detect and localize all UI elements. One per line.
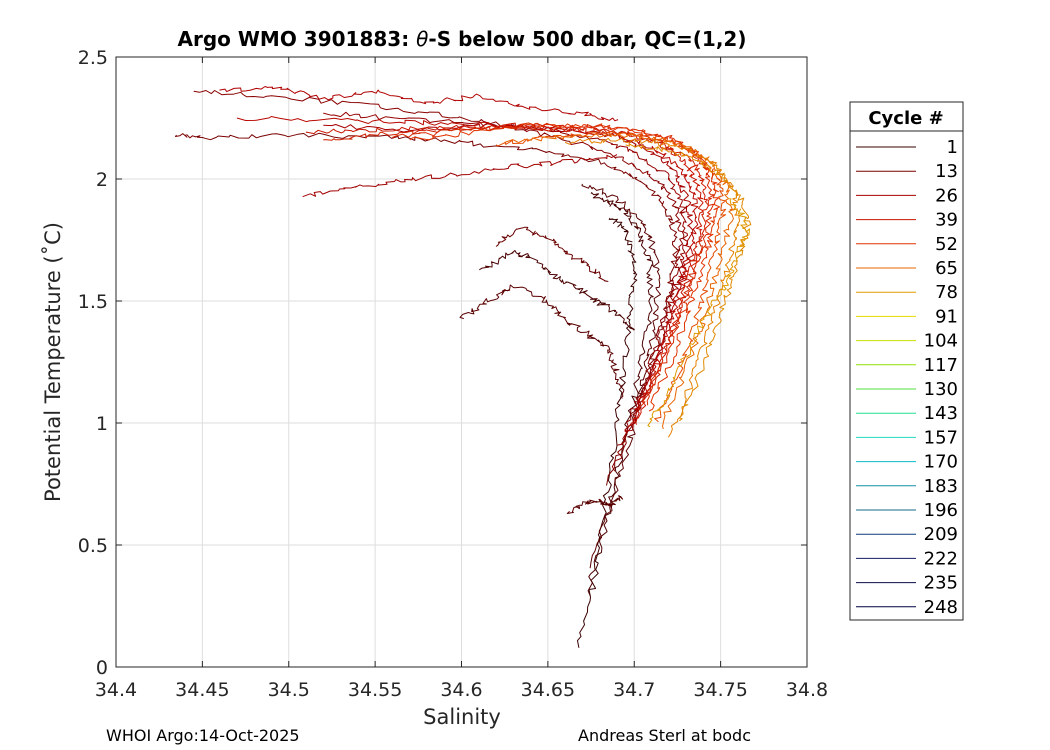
ticks: 34.4 34.45 34.5 34.55 34.6 34.65 34.7 34.75 34.8… (78, 47, 828, 701)
legend-box (849, 101, 964, 621)
series-line (236, 116, 699, 428)
x-tick-label: 34.75 (693, 679, 747, 701)
x-axis-label: Salinity (423, 705, 501, 729)
series-layer (175, 86, 752, 648)
legend-entries: 1 13 26 39 52 65 78 91 104 117 130 143 157 170 183 196 2… (856, 137, 958, 618)
series-line (459, 284, 625, 399)
x-tick-label: 34.6 (440, 679, 482, 701)
series-line (625, 143, 752, 422)
y-tick-label: 1.5 (78, 291, 108, 313)
series-line (495, 226, 609, 282)
x-tick-label: 34.45 (175, 679, 229, 701)
series-line (409, 123, 721, 412)
x-tick-label: 34.4 (95, 679, 137, 701)
legend-entry-label: 1 (947, 137, 958, 158)
legend-entry-label: 91 (935, 306, 958, 327)
footer-source: WHOI Argo:14-Oct-2025 (106, 726, 300, 745)
y-axis-label: Potential Temperature (˚C) (41, 222, 65, 502)
legend-entry-label: 39 (935, 210, 958, 231)
x-tick-label: 34.8 (786, 679, 828, 701)
series-line (479, 250, 635, 331)
chart-title-symbol: θ (416, 27, 428, 51)
legend-entry-label: 117 (924, 355, 958, 376)
legend-entry-label: 196 (924, 500, 958, 521)
legend: Cycle # 1 13 26 39 52 65 78 91 104 117 130 143 157 17… (849, 101, 964, 621)
legend-entry-label: 52 (935, 234, 958, 255)
chart-title: Argo WMO 3901883: θ-S below 500 dbar, QC… (178, 27, 747, 51)
y-tick-label: 2.5 (78, 47, 108, 69)
legend-entry-label: 65 (935, 258, 958, 279)
legend-entry-label: 209 (924, 524, 958, 545)
series-line (219, 86, 619, 122)
series-line (566, 495, 624, 514)
legend-entry-label: 143 (924, 403, 958, 424)
y-tick-label: 1 (96, 413, 108, 435)
legend-entry-label: 104 (924, 331, 958, 352)
x-tick-label: 34.65 (521, 679, 575, 701)
legend-entry-label: 78 (935, 282, 958, 303)
y-tick-label: 0.5 (78, 535, 108, 557)
legend-entry-label: 183 (924, 476, 958, 497)
footer-author: Andreas Sterl at bodc (578, 726, 751, 745)
legend-entry-label: 130 (924, 379, 958, 400)
series-line (323, 122, 694, 434)
legend-entry-label: 235 (924, 573, 958, 594)
legend-entry-label: 157 (924, 427, 958, 448)
series-line (302, 154, 618, 198)
legend-entry-label: 222 (924, 548, 958, 569)
legend-entry-label: 13 (935, 161, 958, 182)
series-line (581, 183, 661, 569)
y-tick-label: 2 (96, 169, 108, 191)
series-line (305, 122, 704, 425)
legend-title: Cycle # (868, 108, 943, 129)
x-tick-label: 34.55 (348, 679, 402, 701)
legend-entry-label: 248 (924, 597, 958, 618)
chart-title-suffix: -S below 500 dbar, QC=(1,2) (428, 27, 746, 51)
y-tick-label: 0 (96, 657, 108, 679)
x-tick-label: 34.5 (268, 679, 310, 701)
chart-title-prefix: Argo WMO 3901883: (178, 27, 417, 51)
series-line (577, 217, 638, 648)
series-line (647, 198, 750, 428)
legend-entry-label: 26 (935, 185, 958, 206)
x-tick-label: 34.7 (613, 679, 655, 701)
legend-entry-label: 170 (924, 452, 958, 473)
series-line (564, 137, 741, 438)
series-line (587, 192, 654, 597)
